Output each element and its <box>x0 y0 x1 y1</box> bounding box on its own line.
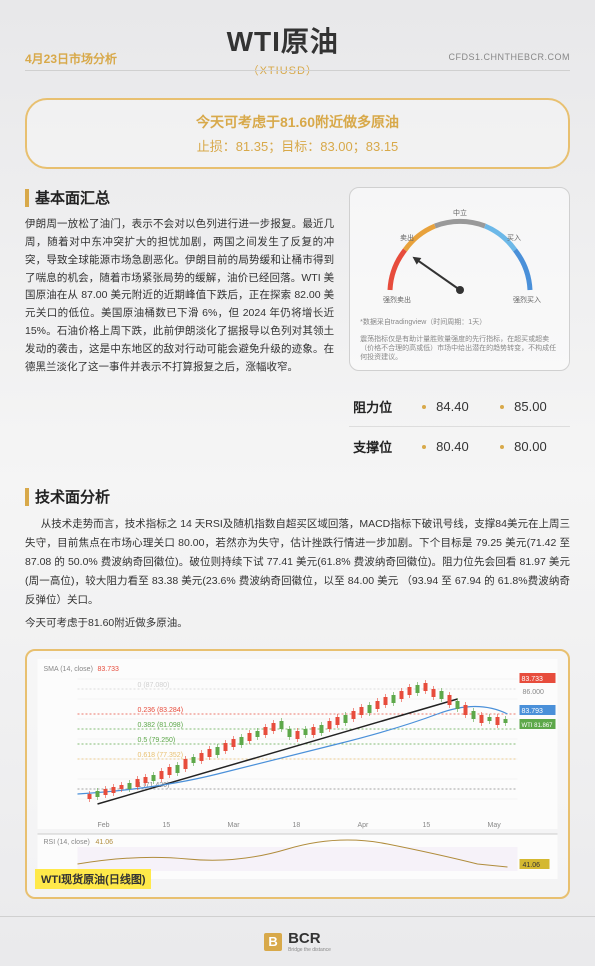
svg-text:83.733: 83.733 <box>522 676 544 683</box>
svg-text:0.5 (79.250): 0.5 (79.250) <box>138 737 176 744</box>
page-title: WTI原油 <box>117 20 448 60</box>
svg-text:SMA (14, close): SMA (14, close) <box>44 666 93 673</box>
svg-text:15: 15 <box>163 822 171 829</box>
support-label: 支撑位 <box>353 437 408 456</box>
recommendation-box: 今天可考虑于81.60附近做多原油 止损：81.35；目标：83.00；83.1… <box>25 98 570 169</box>
svg-text:Mar: Mar <box>228 822 241 829</box>
support-v2: 80.00 <box>514 439 564 454</box>
gauge-needle <box>410 253 462 293</box>
svg-text:18: 18 <box>293 822 301 829</box>
svg-text:RSI (14, close): RSI (14, close) <box>44 839 90 846</box>
date-label: 4月23日市场分析 <box>25 50 117 67</box>
levels-table: 阻力位 84.40 85.00 支撑位 80.40 80.00 <box>349 387 570 466</box>
svg-text:0.382 (81.098): 0.382 (81.098) <box>138 722 184 729</box>
svg-text:83.793: 83.793 <box>522 708 544 715</box>
fundamental-body: 伊朗周一放松了油门，表示不会对以色列进行进一步报复。最近几周，随着对中东冲突扩大… <box>25 216 334 377</box>
sentiment-gauge: 强烈卖出 卖出 中立 买入 强烈买入 <box>365 200 555 310</box>
dot-icon <box>500 445 504 449</box>
dot-icon <box>500 405 504 409</box>
dot-icon <box>422 405 426 409</box>
resistance-v1: 84.40 <box>436 399 486 414</box>
gauge-note1: *数据采自tradingview（时间周期：1天） <box>360 318 559 327</box>
svg-text:86.000: 86.000 <box>523 689 545 696</box>
svg-text:0.236 (83.284): 0.236 (83.284) <box>138 707 184 714</box>
gauge-strong-buy: 强烈买入 <box>513 295 541 304</box>
resistance-label: 阻力位 <box>353 397 408 416</box>
title-bar-icon <box>25 189 29 207</box>
technical-body: 从技术走势而言，技术指标之 14 天RSI及随机指数自超买区域回落，MACD指标… <box>25 515 570 609</box>
svg-text:83.733: 83.733 <box>98 666 120 673</box>
fundamental-title: 基本面汇总 <box>25 187 334 208</box>
fundamental-title-text: 基本面汇总 <box>35 187 110 208</box>
svg-text:May: May <box>488 822 502 829</box>
svg-text:WTI 81.867: WTI 81.867 <box>522 723 554 729</box>
recommendation-line2: 止损：81.35；目标：83.00；83.15 <box>47 136 548 155</box>
resistance-row: 阻力位 84.40 85.00 <box>349 387 570 426</box>
gauge-box: 强烈卖出 卖出 中立 买入 强烈买入 *数据采自tradingview（时间周期… <box>349 187 570 371</box>
url-label: CFDS1.CHNTHEBCR.COM <box>448 52 570 62</box>
gauge-neutral: 中立 <box>453 208 467 217</box>
svg-text:Feb: Feb <box>98 822 110 829</box>
logo-text: BCR <box>288 930 331 947</box>
chart-caption: WTI现货原油(日线图) <box>35 869 151 889</box>
price-chart: 0 (87.080) 0.236 (83.284) 0.382 (81.098) 0.… <box>35 659 560 889</box>
recommendation-line1: 今天可考虑于81.60附近做多原油 <box>47 112 548 132</box>
footer-logo: B BCR Bridge the distance <box>264 930 331 953</box>
header-divider <box>25 70 570 71</box>
svg-text:15: 15 <box>423 822 431 829</box>
gauge-buy: 买入 <box>507 234 521 242</box>
svg-text:41.06: 41.06 <box>523 862 541 869</box>
technical-title-text: 技术面分析 <box>35 486 110 507</box>
svg-text:Apr: Apr <box>358 822 370 829</box>
technical-conclusion: 今天可考虑于81.60附近做多原油。 <box>25 614 570 633</box>
gauge-strong-sell: 强烈卖出 <box>383 295 411 304</box>
gauge-sell: 卖出 <box>400 233 414 242</box>
logo-tagline: Bridge the distance <box>288 947 331 953</box>
svg-text:0.618 (77.352): 0.618 (77.352) <box>138 752 184 759</box>
support-row: 支撑位 80.40 80.00 <box>349 426 570 466</box>
gauge-note2: 震荡指标仅是有助计量胜败量强度的先行指标，在超买或超卖（价格不合理的高或低）市场… <box>360 335 559 362</box>
chart-box: 0 (87.080) 0.236 (83.284) 0.382 (81.098) 0.… <box>25 649 570 899</box>
svg-text:41.06: 41.06 <box>96 839 114 846</box>
technical-title: 技术面分析 <box>25 486 570 507</box>
resistance-v2: 85.00 <box>514 399 564 414</box>
svg-text:0 (87.080): 0 (87.080) <box>138 682 170 689</box>
logo-icon: B <box>264 933 282 951</box>
dot-icon <box>422 445 426 449</box>
footer: B BCR Bridge the distance <box>0 916 595 966</box>
title-bar-icon <box>25 488 29 506</box>
support-v1: 80.40 <box>436 439 486 454</box>
